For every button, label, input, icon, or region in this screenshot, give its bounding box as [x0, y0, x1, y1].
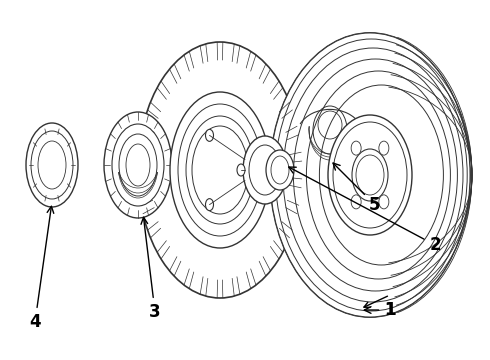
Ellipse shape [379, 141, 389, 155]
Ellipse shape [379, 195, 389, 209]
Ellipse shape [243, 136, 287, 204]
Ellipse shape [308, 98, 352, 162]
Ellipse shape [333, 122, 407, 228]
Ellipse shape [266, 150, 294, 190]
Ellipse shape [351, 141, 361, 155]
Ellipse shape [270, 33, 470, 317]
Ellipse shape [31, 131, 73, 199]
Text: 5: 5 [333, 163, 381, 214]
Ellipse shape [192, 126, 248, 214]
Ellipse shape [205, 199, 214, 211]
Ellipse shape [318, 111, 342, 139]
Ellipse shape [270, 33, 470, 317]
Ellipse shape [356, 155, 384, 195]
Ellipse shape [119, 134, 157, 196]
Ellipse shape [126, 144, 150, 186]
Ellipse shape [104, 112, 172, 218]
Ellipse shape [26, 123, 78, 207]
Text: 1: 1 [384, 301, 396, 319]
Ellipse shape [138, 42, 302, 298]
Text: 1: 1 [365, 301, 396, 319]
Ellipse shape [313, 106, 347, 154]
Ellipse shape [352, 149, 388, 201]
Text: 2: 2 [289, 167, 441, 254]
Ellipse shape [249, 145, 281, 195]
Ellipse shape [38, 141, 66, 189]
Ellipse shape [205, 129, 214, 141]
Ellipse shape [271, 156, 289, 184]
Ellipse shape [237, 164, 245, 176]
Ellipse shape [351, 195, 361, 209]
Ellipse shape [112, 124, 164, 206]
Ellipse shape [178, 104, 262, 236]
Text: 3: 3 [141, 217, 161, 321]
Ellipse shape [186, 116, 254, 224]
Text: 4: 4 [29, 206, 54, 331]
Ellipse shape [170, 92, 270, 248]
Ellipse shape [328, 115, 412, 235]
